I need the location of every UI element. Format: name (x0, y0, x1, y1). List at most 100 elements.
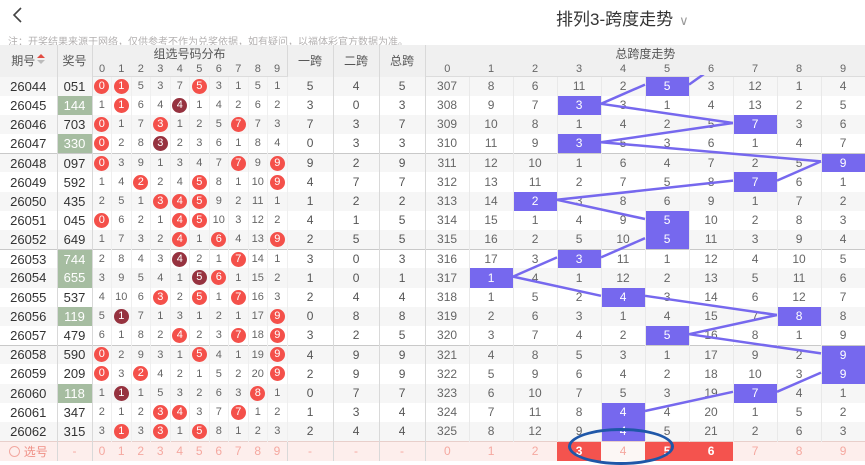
select-digit-cell[interactable]: 7 (228, 440, 248, 462)
span3-cell: 7 (379, 114, 426, 135)
trend-cell: 1 (821, 172, 865, 192)
span1-cell: 4 (287, 172, 334, 192)
dist-cell: 1 (150, 210, 171, 230)
select-digit-cell[interactable]: 9 (267, 440, 288, 462)
dist-cell: 1 (267, 191, 288, 211)
select-digit-cell[interactable]: 5 (189, 440, 209, 462)
select-trend-cell[interactable]: 4 (601, 440, 646, 462)
hit-circle: 0 (94, 116, 110, 132)
hit-circle: 5 (191, 174, 207, 190)
span2-cell: 0 (333, 95, 380, 115)
dist-cell: 1 (228, 76, 249, 96)
radio-icon[interactable] (8, 445, 20, 457)
select-trend-cell[interactable]: 7 (733, 440, 778, 462)
dist-cell: 0 (92, 134, 112, 154)
hit-circle: 7 (230, 289, 246, 305)
span3-cell: 3 (379, 95, 426, 115)
select-digit-cell[interactable]: 0 (92, 440, 112, 462)
trend-cell: 7 (689, 152, 734, 173)
trend-cell: 2 (601, 76, 646, 96)
dist-cell: 7 (209, 402, 229, 422)
trend-cell: 1 (733, 134, 778, 154)
span2-cell: 3 (333, 402, 380, 422)
trend-cell: 310 (425, 134, 470, 154)
dist-digit-header: 0 (92, 62, 112, 77)
trend-cell: 2 (777, 344, 822, 365)
dist-cell: 10 (209, 210, 229, 230)
prize-cell: 097 (57, 152, 93, 173)
dist-cell: 1 (209, 287, 229, 307)
trend-cell: 7 (821, 287, 865, 307)
select-trend-cell[interactable]: 1 (469, 440, 514, 462)
dist-cell: 1 (267, 383, 288, 403)
back-button[interactable] (10, 6, 28, 24)
trend-cell: 9 (777, 230, 822, 250)
hit-circle: 0 (94, 78, 110, 94)
trend-cell: 7 (821, 134, 865, 154)
trend-highlight-cell: 3 (557, 95, 602, 115)
col-header-prize: 奖号 (57, 45, 93, 77)
select-digit-cell[interactable]: 2 (131, 440, 151, 462)
dist-cell: 4 (131, 248, 151, 269)
dist-cell: 1 (92, 172, 112, 192)
dist-cell: 5 (150, 383, 171, 403)
dist-cell: 2 (92, 248, 112, 269)
dist-cell: 4 (209, 95, 229, 115)
trend-cell: 1 (777, 76, 822, 96)
disclaimer-note: 注：开奖结果来源于网络，仅供参考不作为兑奖依据，如有疑问，以福体彩官方数据为准。 (8, 37, 408, 48)
dist-cell: 9 (111, 268, 132, 288)
trend-cell: 1 (557, 268, 602, 288)
trend-cell: 3 (513, 248, 558, 269)
dist-cell: 3 (150, 287, 171, 307)
col-header-issue[interactable]: 期号 (0, 45, 58, 77)
select-digit-cell[interactable]: 6 (209, 440, 229, 462)
select-label-cell[interactable]: 选号 (0, 440, 58, 462)
select-digit-cell[interactable]: 3 (150, 440, 170, 462)
select-trend-cell[interactable]: 8 (777, 440, 822, 462)
dist-cell: 5 (189, 344, 210, 365)
dist-cell: 12 (248, 210, 268, 230)
trend-cell: 3 (645, 134, 690, 154)
hit-circle: 0 (94, 366, 110, 382)
span1-cell: 9 (287, 152, 334, 173)
col-header-trend: 总跨度走势 (425, 45, 865, 62)
span3-cell: 4 (379, 421, 426, 442)
trend-cell: 5 (689, 114, 734, 135)
trend-highlight-cell: 5 (645, 325, 690, 346)
span2-cell: 9 (333, 364, 380, 384)
hit-circle: 5 (191, 289, 207, 305)
sort-icon[interactable] (37, 54, 46, 65)
dist-cell: 3 (150, 421, 171, 442)
trend-cell: 4 (601, 114, 646, 135)
trend-cell: 1 (645, 344, 690, 365)
dist-cell: 3 (111, 364, 132, 384)
select-trend-cell[interactable]: 2 (513, 440, 558, 462)
issue-cell: 26046 (0, 114, 58, 135)
select-trend-cell[interactable]: 9 (821, 440, 865, 462)
dist-cell: 4 (170, 402, 190, 422)
trend-cell: 4 (513, 268, 558, 288)
title-dropdown[interactable]: 排列3-跨度走势 ∨ (556, 5, 689, 30)
hit-circle: 2 (133, 174, 149, 190)
select-digit-cell[interactable]: 8 (248, 440, 268, 462)
dist-cell: 1 (111, 95, 132, 115)
dist-cell: 1 (267, 248, 288, 269)
dist-cell: 9 (267, 172, 288, 192)
select-digit-cell[interactable]: 1 (111, 440, 131, 462)
trend-highlight-cell: 5 (645, 230, 690, 250)
select-trend-cell[interactable]: 0 (425, 440, 470, 462)
select-digit-cell[interactable]: 4 (170, 440, 190, 462)
dist-cell: 3 (150, 402, 171, 422)
select-trend-cell[interactable]: 3 (557, 440, 602, 462)
issue-cell: 26057 (0, 325, 58, 346)
trend-digit-header: 2 (513, 62, 558, 77)
hit-circle: 4 (172, 404, 188, 420)
trend-highlight-cell: 8 (777, 306, 822, 326)
dist-cell: 6 (92, 325, 112, 346)
dist-cell: 4 (209, 344, 229, 365)
select-trend-cell[interactable]: 5 (645, 440, 690, 462)
select-trend-cell[interactable]: 6 (689, 440, 734, 462)
trend-cell: 10 (513, 383, 558, 403)
dist-digit-header: 9 (267, 62, 288, 77)
dist-cell: 1 (248, 402, 268, 422)
